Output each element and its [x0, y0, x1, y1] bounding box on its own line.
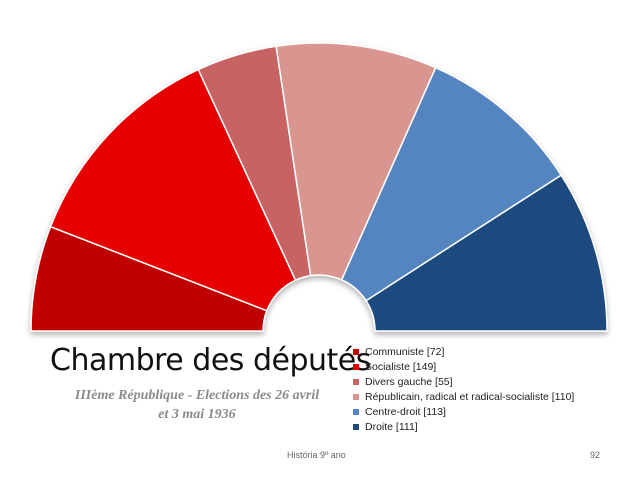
chart-title: Chambre des députés: [50, 343, 371, 378]
legend-item-socialiste: Socialiste [149]: [353, 359, 574, 374]
chart-subtitle: IIIème République - Elections des 26 avr…: [52, 386, 342, 424]
slice-centre-droit: [340, 66, 563, 302]
legend-label: Centre-droit [113]: [365, 405, 446, 418]
slice-droite: [365, 174, 608, 332]
legend-label: Socialiste [149]: [365, 360, 437, 373]
legend-swatch: [353, 393, 359, 400]
subtitle-line-2: et 3 mai 1936: [158, 407, 236, 422]
slice-r-publicain-radical-et-radical-socialiste: [275, 42, 437, 281]
legend-item-republicain: Républicain, radical et radical-socialis…: [353, 389, 574, 404]
slice-socialiste: [49, 68, 297, 312]
legend-swatch: [353, 423, 359, 430]
footer-page-number: 92: [590, 450, 601, 460]
legend-swatch: [353, 363, 359, 370]
legend-item-communiste: Communiste [72]: [353, 344, 574, 359]
legend-label: Républicain, radical et radical-socialis…: [365, 390, 575, 403]
legend-swatch: [353, 378, 359, 385]
legend-label: Droite [111]: [365, 420, 418, 433]
chart-legend: Communiste [72] Socialiste [149] Divers …: [353, 344, 574, 434]
legend-swatch: [353, 348, 359, 355]
legend-item-divers-gauche: Divers gauche [55]: [353, 374, 574, 389]
legend-item-droite: Droite [111]: [353, 419, 574, 434]
legend-swatch: [353, 408, 359, 415]
legend-item-centre-droit: Centre-droit [113]: [353, 404, 574, 419]
footer-course-label: História 9º ano: [287, 450, 346, 460]
subtitle-line-1: IIIème République - Elections des 26 avr…: [74, 388, 320, 403]
legend-label: Divers gauche [55]: [365, 375, 453, 388]
legend-label: Communiste [72]: [365, 345, 445, 358]
